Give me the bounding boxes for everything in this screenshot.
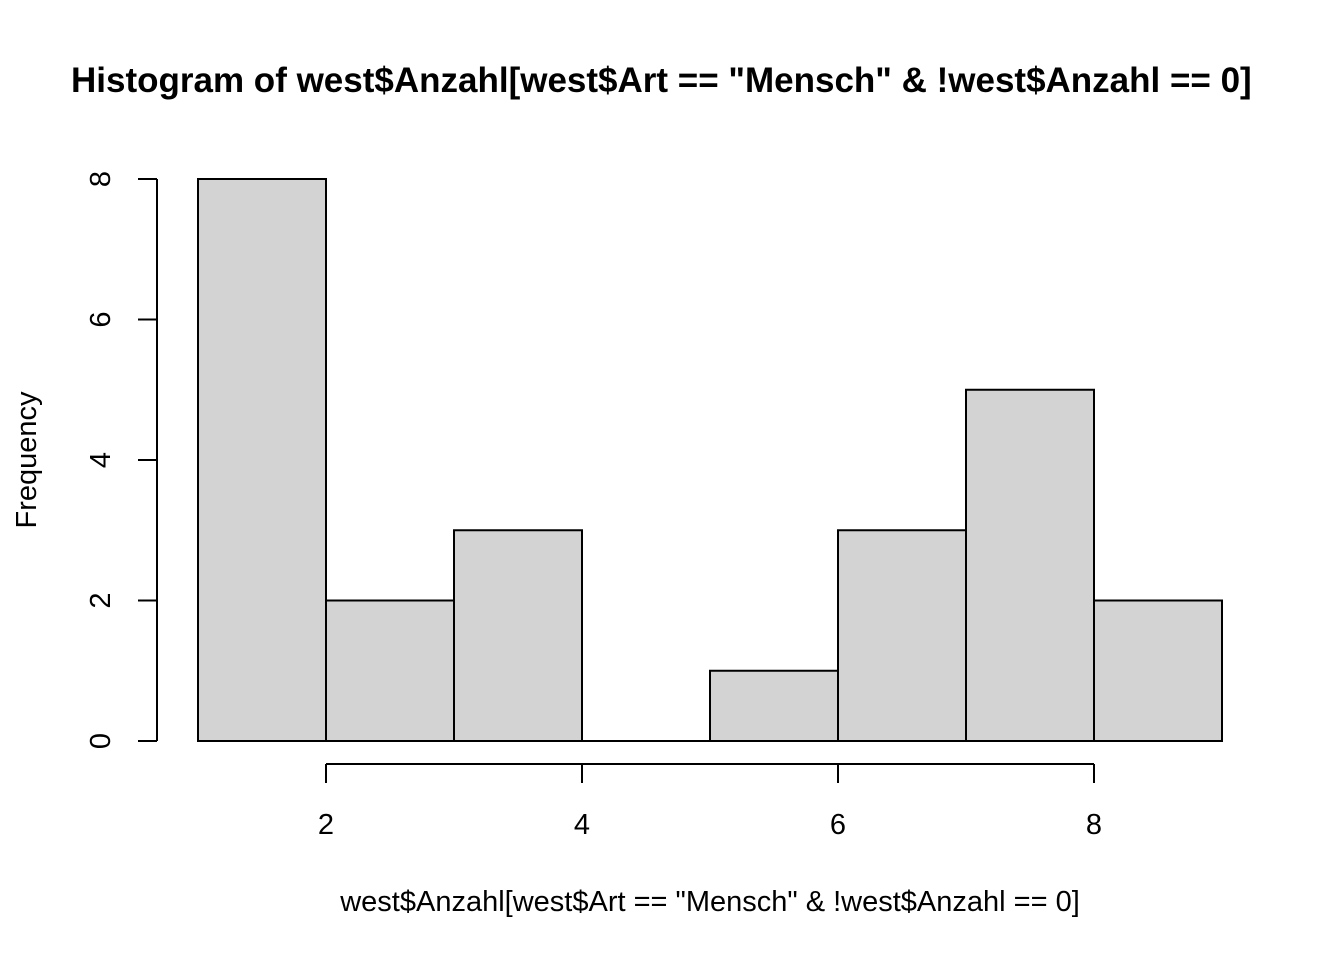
y-tick-label: 2: [85, 592, 117, 608]
x-axis: 2 4 6 8: [318, 763, 1102, 841]
bars-group: [197, 178, 1223, 742]
y-tick-label: 0: [85, 733, 117, 749]
y-axis: 0 2 4 6 8: [85, 171, 158, 749]
histogram-bar-7: [965, 388, 1095, 742]
x-axis-label: west$Anzahl[west$Art == "Mensch" & !west…: [339, 886, 1080, 918]
chart-title: Histogram of west$Anzahl[west$Art == "Me…: [71, 61, 1252, 100]
x-tick-label: 4: [574, 809, 590, 841]
y-tick-label: 6: [85, 311, 117, 327]
histogram-bar-1: [197, 178, 327, 742]
histogram-bar-5: [709, 669, 839, 742]
histogram-bar-3: [453, 529, 583, 742]
y-tick-label: 8: [85, 171, 117, 187]
x-tick-label: 6: [830, 809, 846, 841]
histogram-bar-6: [837, 529, 967, 742]
y-tick-label: 4: [85, 452, 117, 468]
x-tick-label: 2: [318, 809, 334, 841]
histogram-bar-2: [325, 599, 455, 742]
histogram-bar-8: [1093, 599, 1223, 742]
x-tick-label: 8: [1086, 809, 1102, 841]
y-axis-label: Frequency: [11, 391, 43, 529]
